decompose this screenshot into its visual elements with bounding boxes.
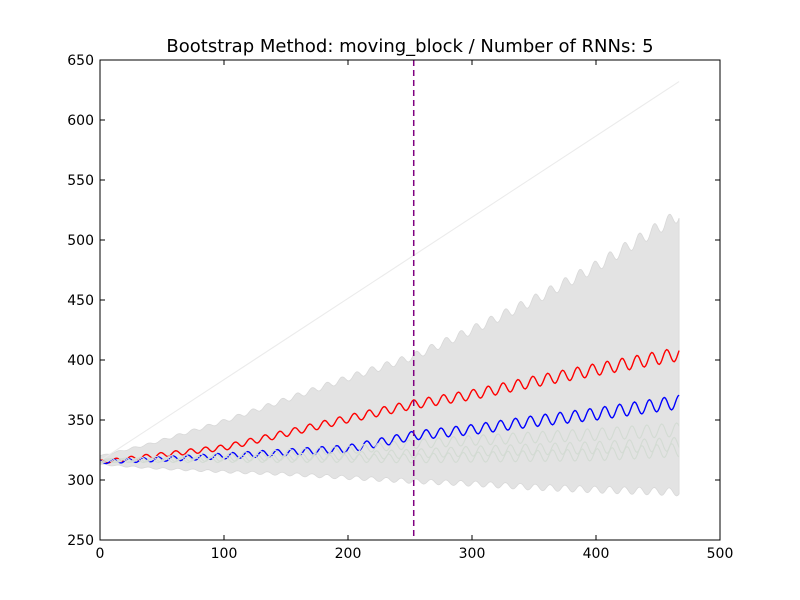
y-tick-label: 450	[67, 293, 94, 309]
x-tick-label: 500	[707, 546, 734, 562]
y-tick-label: 300	[67, 473, 94, 489]
y-tick-label: 400	[67, 353, 94, 369]
x-tick-label: 100	[211, 546, 238, 562]
series-line-1	[99, 81, 680, 462]
series-line-3	[99, 394, 680, 465]
y-tick-label: 600	[67, 113, 94, 129]
plot-area	[99, 60, 680, 540]
axes: 0 100 200 300 400 500 250 300 350 400 450 500 550 600…	[67, 53, 733, 562]
y-tick-label: 500	[67, 233, 94, 249]
x-tick-label: 200	[335, 546, 362, 562]
series-line-2	[99, 348, 680, 464]
y-tick-label: 550	[67, 173, 94, 189]
chart-title: Bootstrap Method: moving_block / Number …	[166, 36, 653, 57]
y-tick-label: 650	[67, 53, 94, 69]
x-tick-label: 400	[583, 546, 610, 562]
series-line-6	[99, 442, 680, 464]
y-tick-label: 350	[67, 413, 94, 429]
y-tick-label: 250	[67, 533, 94, 549]
x-tick-label: 300	[459, 546, 486, 562]
series-line-5	[99, 436, 680, 464]
confidence-band	[99, 213, 680, 497]
x-tick-label: 0	[96, 546, 105, 562]
